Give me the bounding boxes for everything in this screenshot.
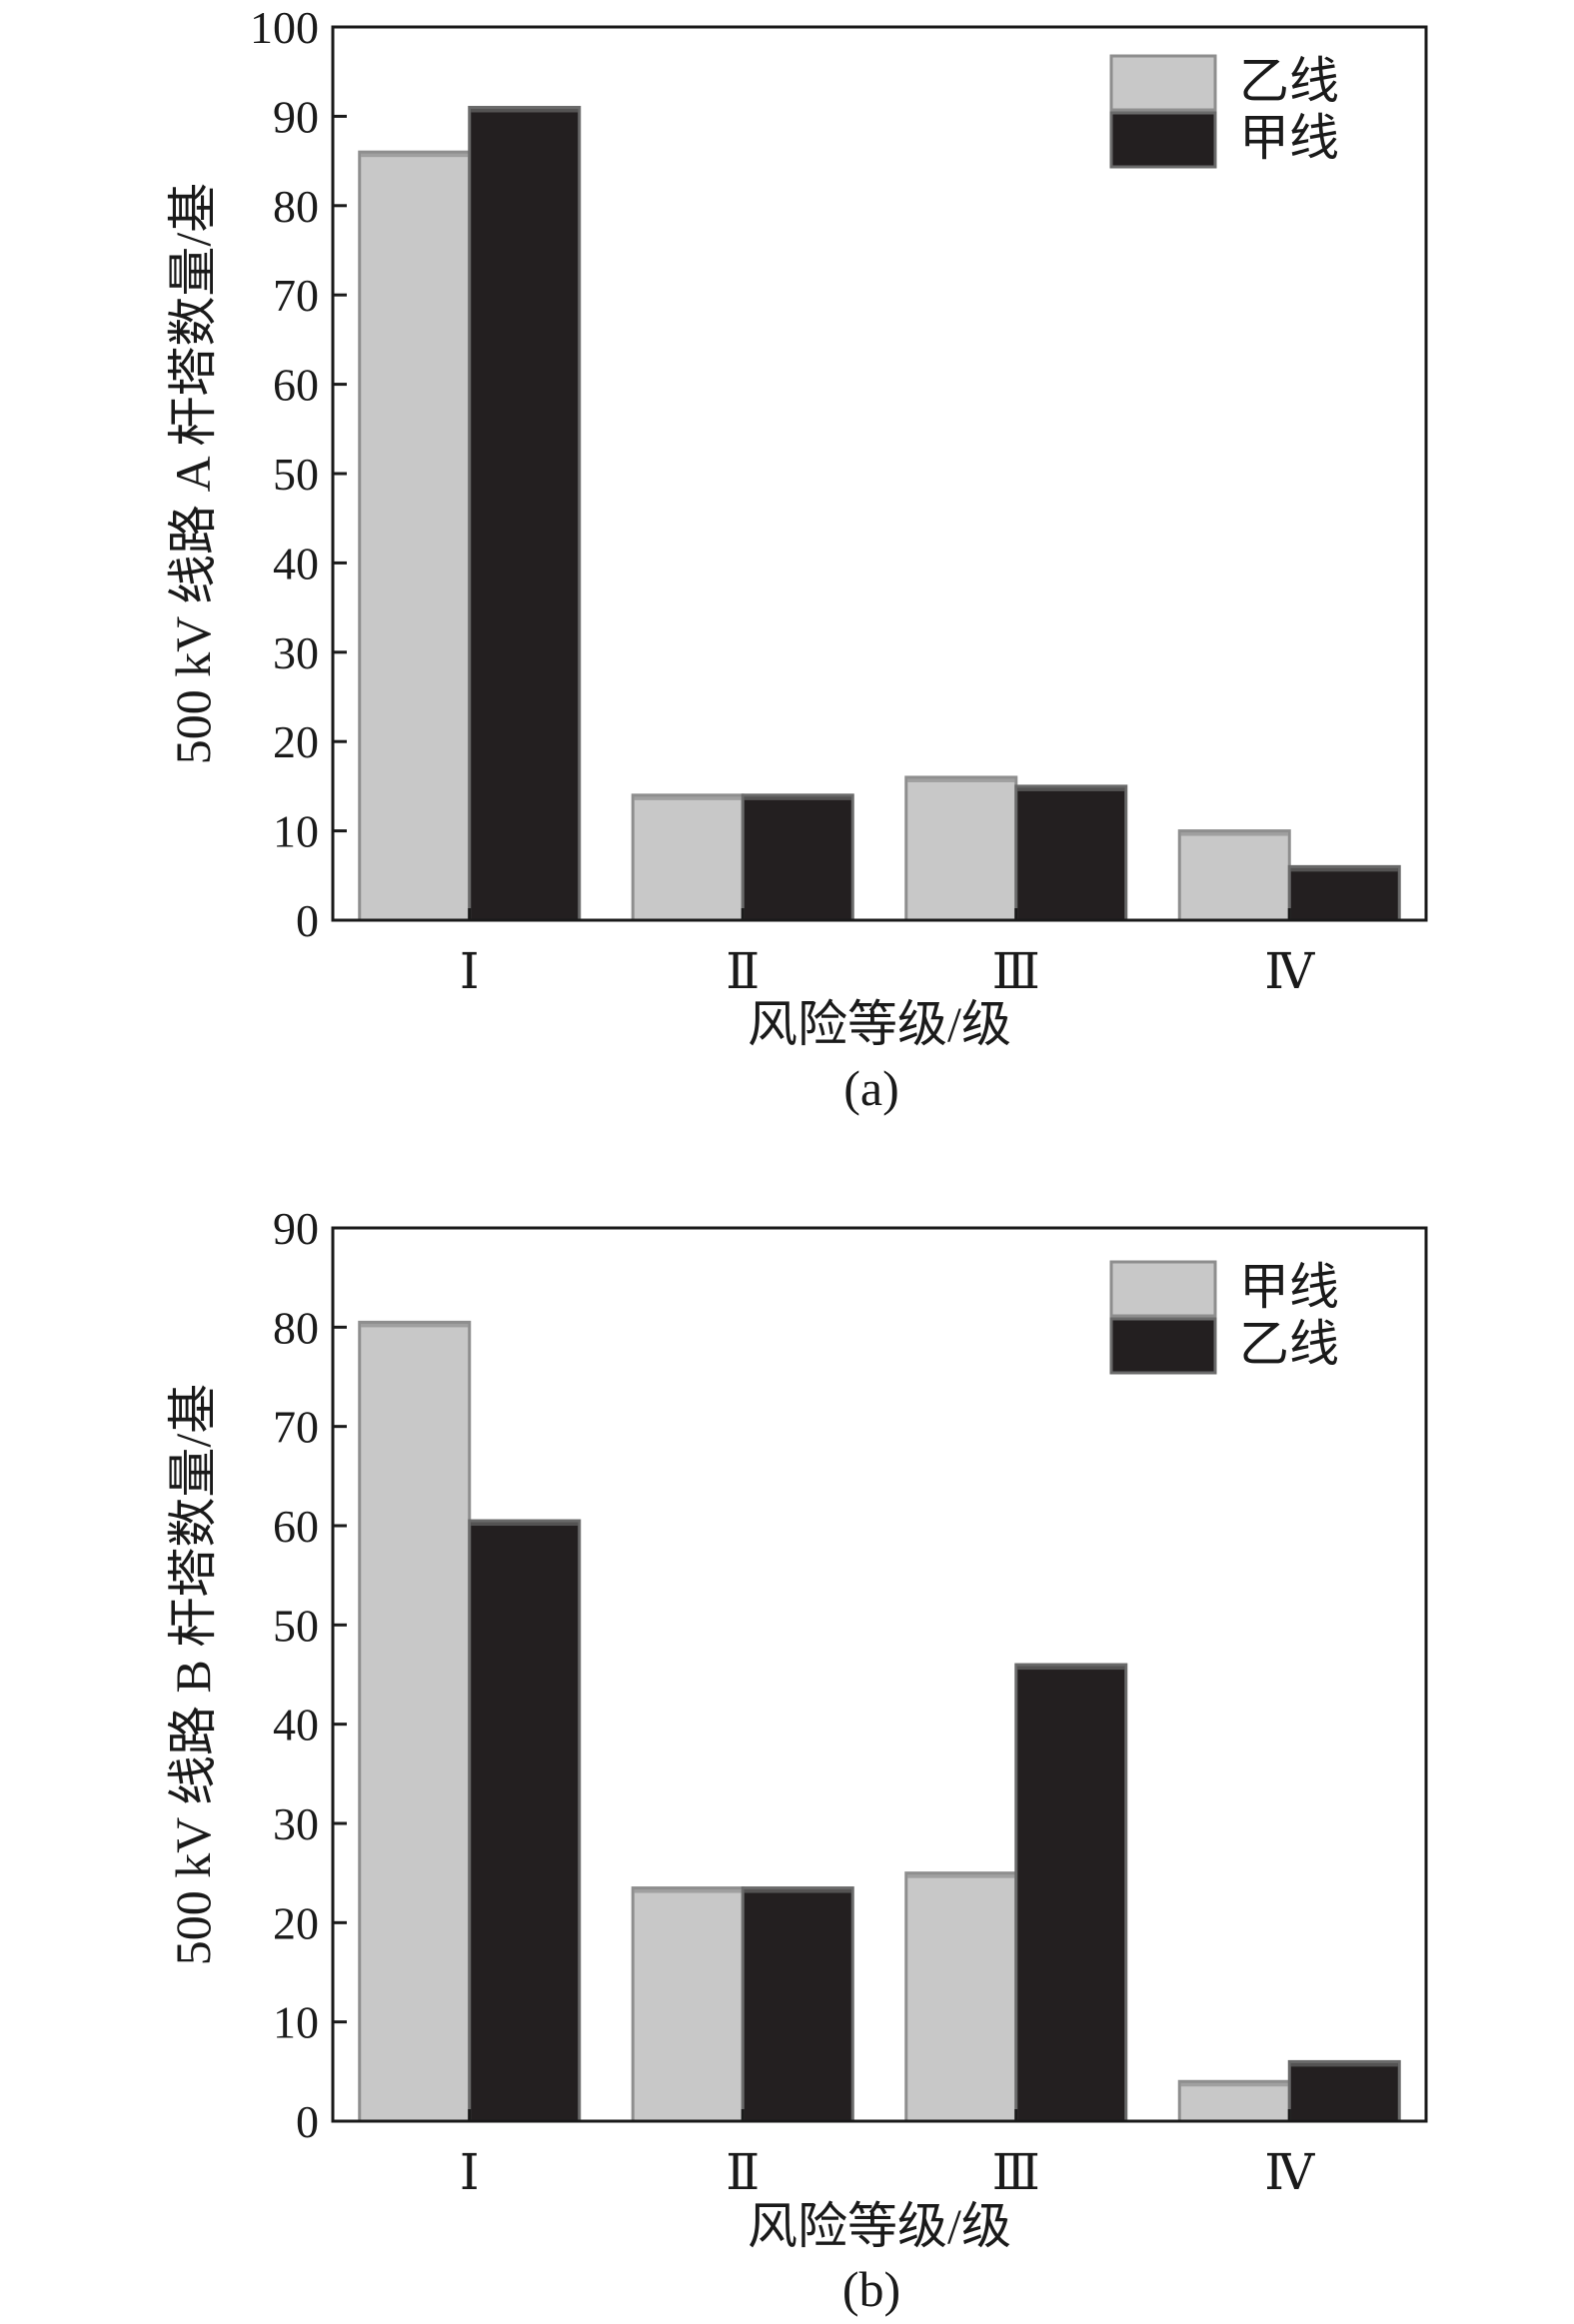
legend-swatch [1109, 1260, 1217, 1318]
bar-a-s1-c0 [468, 105, 582, 922]
bar-a-s1-c2 [1014, 784, 1128, 922]
legend-label: 乙线 [1239, 53, 1339, 109]
chart-b: 0 10 20 30 40 50 60 70 80 90 Ⅰ Ⅱ Ⅲ Ⅳ 风险等级/级 500 kV 线路 B… [165, 1203, 1428, 2317]
bar-b-s0-c3 [1177, 2079, 1291, 2123]
x-tick-label: Ⅳ [1264, 943, 1315, 999]
y-axis-label: 500 kV 线路 A 杆塔数量/基 [165, 183, 221, 764]
y-tick-label: 40 [273, 538, 319, 588]
bar-a-s0-c1 [631, 793, 745, 922]
bar-b-s1-c1 [741, 1886, 854, 2123]
bar-top-b-s0-c0 [361, 1322, 469, 1328]
y-tick-label: 0 [296, 2096, 319, 2147]
y-tick-label: 50 [273, 1600, 319, 1651]
bar-b-s0-c1 [631, 1886, 745, 2123]
bar-top-a-s0-c3 [1180, 830, 1288, 836]
y-tick-label: 60 [273, 360, 319, 411]
x-tick-label: Ⅳ [1264, 2144, 1315, 2200]
y-tick-label: 100 [250, 2, 319, 53]
legend-swatch [1109, 111, 1217, 169]
y-tick-label: 60 [273, 1501, 319, 1552]
x-tick-label: Ⅱ [726, 2144, 760, 2200]
bar-a-s0-c2 [904, 775, 1018, 922]
bar-top-a-s1-c0 [471, 107, 579, 113]
bar-a-s0-c0 [358, 150, 472, 922]
plot-frame [331, 1226, 1428, 2123]
x-tick-label: Ⅰ [460, 2144, 480, 2200]
x-tick-label: Ⅱ [726, 943, 760, 999]
bar-top-b-s0-c2 [907, 1872, 1015, 1878]
bar-top-a-s0-c1 [634, 794, 742, 800]
legend-swatch [1109, 1317, 1217, 1375]
bar-top-a-s0-c0 [361, 152, 469, 158]
bar-top-a-s1-c1 [744, 794, 851, 800]
y-tick-label: 90 [273, 91, 319, 142]
bar-a-s0-c3 [1177, 829, 1291, 922]
bar-b-s0-c0 [358, 1320, 472, 2123]
y-tick-label: 30 [273, 1798, 319, 1849]
x-tick-label: Ⅲ [992, 943, 1040, 999]
y-tick-label: 50 [273, 449, 319, 500]
y-tick-label: 70 [273, 1402, 319, 1453]
y-tick-label: 20 [273, 716, 319, 767]
bar-b-s0-c2 [904, 1871, 1018, 2123]
bar-top-b-s1-c3 [1290, 2061, 1398, 2067]
legend-label: 甲线 [1239, 1259, 1339, 1315]
y-tick-label: 20 [273, 1897, 319, 1948]
bar-top-b-s0-c3 [1180, 2081, 1288, 2087]
y-axis-label: 500 kV 线路 B 杆塔数量/基 [165, 1384, 221, 1965]
bar-top-b-s1-c2 [1017, 1665, 1125, 1671]
x-axis-label: 风险等级/级 [748, 996, 1011, 1052]
bar-b-s1-c2 [1014, 1663, 1128, 2123]
y-tick-label: 10 [273, 1997, 319, 2048]
bar-b-s1-c0 [468, 1519, 582, 2123]
bar-top-b-s0-c1 [634, 1887, 742, 1893]
figure-caption: (a) [843, 1060, 899, 1116]
legend-label: 甲线 [1239, 110, 1339, 166]
legend-swatch [1109, 54, 1217, 112]
bar-a-s1-c1 [741, 793, 854, 922]
bar-top-a-s1-c3 [1290, 866, 1398, 872]
bar-a-s1-c3 [1287, 864, 1401, 922]
legend-label: 乙线 [1239, 1316, 1339, 1372]
y-tick-label: 70 [273, 270, 319, 321]
x-tick-label: Ⅰ [460, 943, 480, 999]
x-tick-label: Ⅲ [992, 2144, 1040, 2200]
y-tick-label: 40 [273, 1700, 319, 1750]
y-tick-label: 30 [273, 627, 319, 678]
y-tick-label: 80 [273, 1302, 319, 1353]
bar-top-a-s1-c2 [1017, 785, 1125, 791]
bar-top-b-s1-c0 [471, 1521, 579, 1527]
y-tick-label: 90 [273, 1203, 319, 1254]
figure-caption: (b) [842, 2261, 900, 2317]
y-tick-label: 0 [296, 895, 319, 946]
chart-a: 0 10 20 30 40 50 60 70 80 90 100 Ⅰ Ⅱ Ⅲ Ⅳ 风险等级/级 500 kV 线… [165, 2, 1428, 1116]
x-axis-label: 风险等级/级 [748, 2198, 1011, 2254]
bar-top-a-s0-c2 [907, 776, 1015, 782]
bar-b-s1-c3 [1287, 2059, 1401, 2123]
y-tick-label: 80 [273, 181, 319, 232]
y-tick-label: 10 [273, 806, 319, 857]
bar-top-b-s1-c1 [744, 1887, 851, 1893]
